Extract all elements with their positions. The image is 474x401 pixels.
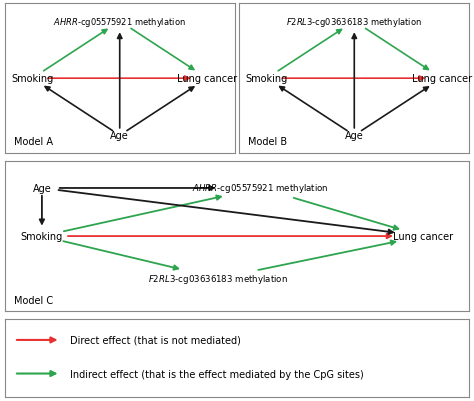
- Text: Age: Age: [33, 184, 51, 194]
- Text: Age: Age: [110, 131, 129, 141]
- Text: Model A: Model A: [14, 136, 53, 146]
- Text: $\it{AHRR}$-cg05575921 methylation: $\it{AHRR}$-cg05575921 methylation: [54, 16, 186, 28]
- Text: $\it{F2RL3}$-cg03636183 methylation: $\it{F2RL3}$-cg03636183 methylation: [148, 272, 288, 285]
- Text: $\it{AHRR}$-cg05575921 methylation: $\it{AHRR}$-cg05575921 methylation: [192, 182, 328, 195]
- Text: Smoking: Smoking: [246, 74, 288, 84]
- Text: Lung cancer: Lung cancer: [177, 74, 237, 84]
- Text: Direct effect (that is not mediated): Direct effect (that is not mediated): [70, 335, 241, 345]
- Text: Lung cancer: Lung cancer: [411, 74, 472, 84]
- Text: Smoking: Smoking: [11, 74, 54, 84]
- Text: Model B: Model B: [248, 136, 288, 146]
- Text: $\it{F2RL3}$-cg03636183 methylation: $\it{F2RL3}$-cg03636183 methylation: [286, 16, 422, 28]
- Text: Age: Age: [345, 131, 364, 141]
- Text: Indirect effect (that is the effect mediated by the CpG sites): Indirect effect (that is the effect medi…: [70, 369, 364, 379]
- Text: Smoking: Smoking: [21, 231, 63, 241]
- Text: Lung cancer: Lung cancer: [393, 231, 453, 241]
- Text: Model C: Model C: [14, 296, 53, 306]
